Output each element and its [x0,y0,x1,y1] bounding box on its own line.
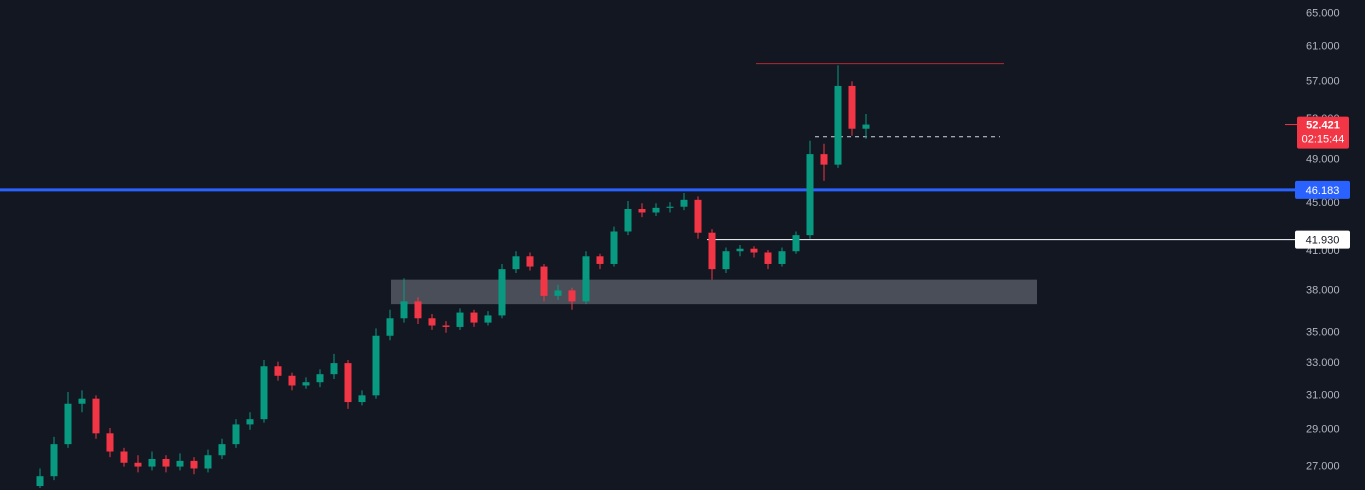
level-label-box [1295,180,1350,199]
candle-body [218,444,226,456]
level-label-box [1295,230,1350,249]
last-price-box [1297,116,1349,149]
candle-body [36,476,44,487]
candle-body [820,154,828,165]
candle-body [344,363,352,403]
candle-body [610,231,618,264]
candle-body [232,424,240,445]
y-tick-label: 35.000 [1306,327,1340,339]
candle-body [414,301,422,319]
candle-body [358,395,366,403]
candle-body [400,301,408,319]
candle-body [862,124,870,129]
candle-body [484,315,492,323]
y-tick-label: 29.000 [1306,424,1340,436]
candle-body [470,312,478,323]
candle-body [316,374,324,383]
candle-body [736,248,744,252]
candle-body [50,444,58,477]
candle-body [288,375,296,386]
candle-body [428,318,436,326]
candle-body [176,460,184,467]
y-tick-label: 49.000 [1306,153,1340,165]
candle-body [498,269,506,316]
candle-body [778,251,786,264]
level-label: 46.183 [1306,185,1340,197]
candle-body [92,398,100,434]
candle-body [722,251,730,270]
candle-body [246,419,254,425]
countdown-label: 02:15:44 [1302,133,1345,145]
candle-body [624,209,632,232]
candle-body [260,366,268,420]
y-tick-label: 38.000 [1306,284,1340,296]
candle-body [120,451,128,463]
candle-body [666,206,674,208]
candle-body [652,207,660,213]
candle-body [106,433,114,452]
candle-body [568,290,576,302]
y-tick-label: 65.000 [1306,8,1340,20]
candle-body [764,252,772,264]
candle-body [554,290,562,296]
candle-body [526,256,534,267]
candle-body [386,318,394,336]
candle-body [204,455,212,469]
candle-body [806,154,814,236]
candle-body [638,209,646,213]
candle-body [456,312,464,327]
candle-body [64,403,72,445]
candle-body [582,256,590,302]
candle-body [540,266,548,296]
candle-body [330,363,338,375]
candle-body [694,199,702,233]
candle-body [134,462,142,467]
y-tick-label: 45.000 [1306,197,1340,209]
candle-body [708,232,716,270]
candle-body [148,458,156,467]
candle-body [792,235,800,252]
candle-body [78,398,86,404]
candle-body [596,256,604,264]
y-tick-label: 31.000 [1306,389,1340,401]
candle-body [834,85,842,165]
y-tick-label: 27.000 [1306,460,1340,472]
candle-body [848,85,856,129]
zone [391,279,1037,305]
last-price-label: 52.421 [1306,119,1340,131]
y-tick-label: 41.000 [1306,245,1340,257]
candle-body [680,199,688,207]
candle-body [302,382,310,386]
candle-body [190,460,198,469]
y-tick-label: 57.000 [1306,75,1340,87]
y-tick-label: 33.000 [1306,357,1340,369]
y-tick-label: 61.000 [1306,40,1340,52]
level-label: 41.930 [1306,235,1340,247]
candle-body [750,248,758,253]
candle-body [162,458,170,467]
candle-body [274,366,282,376]
candle-body [442,325,450,327]
candle-body [372,335,380,396]
candle-body [512,256,520,270]
